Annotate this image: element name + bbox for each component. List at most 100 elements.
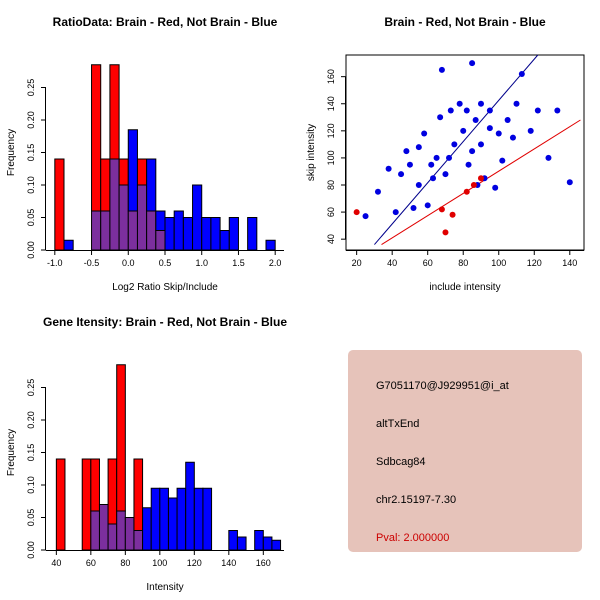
tick-label: 40 — [326, 234, 336, 244]
scatter-point — [527, 127, 534, 134]
histogram-bar — [107, 458, 118, 525]
histogram-bar — [109, 158, 120, 251]
tick-label: 60 — [86, 558, 96, 568]
scatter-point — [451, 141, 458, 148]
scatter-point — [499, 157, 506, 164]
histogram-bar — [98, 504, 109, 551]
gene-name-label: Sdbcag84 — [376, 456, 426, 468]
histogram-bar — [173, 210, 184, 251]
scatter-point — [421, 130, 428, 137]
scatter-point — [465, 161, 472, 168]
tick-label: 0.05 — [26, 209, 36, 227]
chart-title: RatioData: Brain - Red, Not Brain - Blue — [53, 15, 278, 29]
intensity-scatter-chart: 20 40 60 80 100 120 140 40 60 80 100 120 140 160 inclu… — [306, 15, 585, 293]
histogram-bar — [201, 217, 212, 251]
tick-label: 80 — [120, 558, 130, 568]
scatter-point — [415, 144, 422, 151]
histogram-bar — [107, 523, 118, 551]
scatter-point — [566, 179, 573, 186]
pval-label: Pval: 2.000000 — [376, 532, 450, 544]
tick-label: -1.0 — [47, 258, 63, 268]
scatter-point — [486, 125, 493, 132]
histogram-bar — [81, 458, 92, 551]
scatter-point — [554, 107, 561, 114]
tick-label: 2.0 — [269, 258, 282, 268]
tick-label: 0.00 — [26, 541, 36, 559]
scatter-point — [353, 209, 360, 216]
tick-label: 120 — [187, 558, 202, 568]
chart-title: Gene Itensity: Brain - Red, Not Brain - … — [43, 315, 287, 329]
tick-label: 40 — [387, 258, 397, 268]
tick-label: 80 — [326, 180, 336, 190]
histogram-bar — [247, 217, 258, 251]
x-axis: 20 40 60 80 100 120 140 — [346, 250, 584, 268]
scatter-point — [442, 171, 449, 178]
tick-label: 160 — [326, 69, 336, 84]
tick-label: 60 — [326, 207, 336, 217]
tick-label: 120 — [527, 258, 542, 268]
tick-label: 40 — [51, 558, 61, 568]
tick-label: 100 — [326, 150, 336, 165]
scatter-point — [438, 66, 445, 73]
histogram-bar — [155, 230, 166, 251]
histogram-bar — [100, 210, 111, 251]
gene-info-box: G7051170@J929951@i_at altTxEnd Sdbcag84 … — [348, 350, 582, 552]
histogram-bar — [202, 487, 213, 551]
histogram-bar — [63, 239, 74, 251]
tick-label: 20 — [352, 258, 362, 268]
scatter-point — [477, 100, 484, 107]
histogram-bar — [142, 507, 152, 551]
tick-label: 0.10 — [26, 476, 36, 494]
scatter-point — [469, 148, 476, 155]
histogram-bar — [133, 530, 144, 551]
tick-label: 140 — [326, 96, 336, 111]
scatter-point — [456, 100, 463, 107]
scatter-point — [392, 209, 399, 216]
scatter-point — [545, 154, 552, 161]
tick-label: 140 — [221, 558, 236, 568]
histogram-bar — [116, 510, 126, 551]
scatter-point — [424, 202, 431, 209]
histogram-bar — [90, 510, 100, 551]
histogram-bar — [146, 210, 157, 251]
tick-label: 160 — [256, 558, 271, 568]
y-axis-title: Frequency — [6, 429, 17, 476]
tick-label: 0.25 — [26, 379, 36, 397]
scatter-point — [398, 171, 405, 178]
histogram-bar — [133, 458, 144, 531]
scatter-point — [438, 206, 445, 213]
scatter-point — [385, 165, 392, 172]
scatter-point — [362, 213, 369, 220]
scatter-point — [437, 114, 444, 121]
y-axis: 40 60 80 100 120 140 160 — [326, 69, 346, 244]
histogram-bar — [54, 158, 65, 251]
histogram-bar — [116, 364, 126, 512]
scatter-point — [428, 161, 435, 168]
scatter-point — [486, 107, 493, 114]
histogram-bar — [100, 158, 111, 212]
gene-intensity-histogram-chart: 40 60 80 100 120 140 1600.000.050.100.150.200.… — [6, 315, 287, 593]
scatter-points — [353, 60, 573, 236]
scatter-point — [410, 205, 417, 212]
plot-box — [345, 54, 585, 251]
histogram-bar — [155, 210, 166, 231]
histogram-bar — [164, 217, 175, 251]
histogram-bar — [136, 158, 148, 186]
tick-label: 140 — [562, 258, 577, 268]
scatter-point — [446, 154, 453, 161]
histogram-bar — [127, 210, 138, 251]
histogram-bar — [109, 64, 120, 160]
histogram-bar — [118, 184, 129, 251]
x-axis-title: include intensity — [429, 282, 500, 293]
scatter-point — [403, 148, 410, 155]
info-panel: G7051170@J929951@i_at altTxEnd Sdbcag84 … — [300, 300, 600, 600]
splice-event-type-label: altTxEnd — [376, 418, 420, 430]
x-axis-title: Log2 Ratio Skip/Include — [112, 282, 218, 293]
scatter-point — [374, 188, 381, 195]
histogram-bar — [254, 530, 264, 551]
histogram-bar — [136, 184, 148, 251]
histogram-bar — [219, 230, 230, 251]
histogram-bar — [124, 517, 135, 551]
scatter-point — [492, 184, 499, 191]
x-axis-title: Intensity — [146, 582, 183, 593]
